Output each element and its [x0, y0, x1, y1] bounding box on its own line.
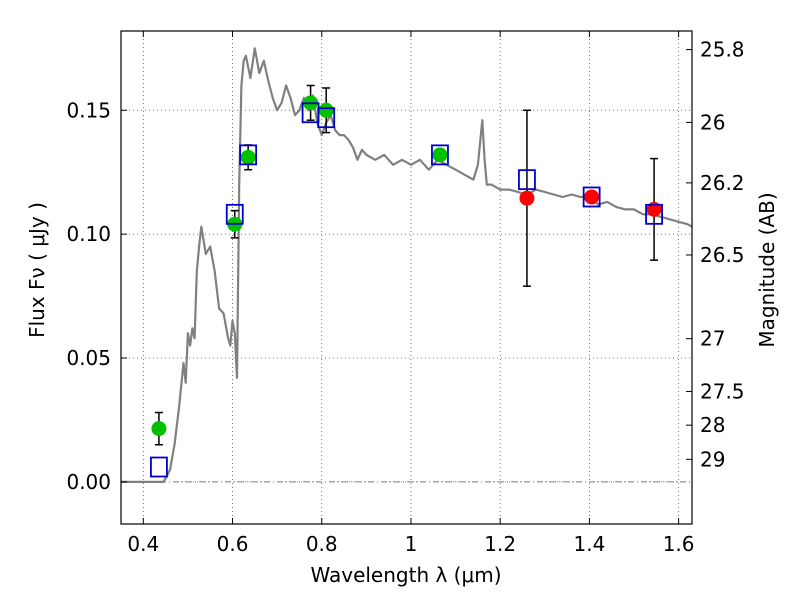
x-tick-label-0: 0.4 [127, 532, 159, 556]
model-flux-square-5 [431, 144, 449, 166]
y-tick-label-1: 0.05 [66, 346, 111, 370]
y-tick-label-0: 0.00 [66, 470, 111, 494]
y2-tick-label-3: 26.5 [700, 243, 745, 267]
x-tick-label-5: 1.4 [573, 532, 605, 556]
plot-frame [120, 30, 693, 525]
axis-ticks [121, 31, 692, 524]
observed-point-1-4 [318, 102, 334, 118]
y2-tick-label-1: 26 [700, 110, 725, 134]
x-tick-label-1: 0.6 [217, 532, 249, 556]
grid-lines [121, 31, 692, 524]
y2-tick-label-6: 28 [700, 413, 725, 437]
model-flux-square-1 [225, 203, 244, 225]
x-tick-label-3: 1 [405, 532, 418, 556]
model-flux-square-7 [582, 186, 601, 208]
model-flux-square-8 [645, 203, 663, 225]
observed-point-2-0 [519, 190, 535, 206]
x-tick-label-4: 1.2 [484, 532, 516, 556]
observed-point-1-2 [240, 149, 256, 165]
y2-tick-label-7: 29 [700, 447, 725, 471]
y-tick-label-3: 0.15 [66, 98, 111, 122]
model-flux-square-0 [150, 456, 168, 478]
observed-point-2-1 [584, 189, 600, 205]
tick-labels: 0.4 0.6 0.8 1 1.2 1.4 1.6 0.00 0.05 0.10 0.15 25.8 2… [66, 38, 744, 556]
y2-tick-label-4: 27 [700, 327, 725, 351]
model-flux-square-2 [239, 144, 258, 166]
model-flux-square-4 [317, 107, 336, 129]
observed-point-1-0 [151, 421, 167, 437]
x-tick-label-2: 0.8 [306, 532, 338, 556]
plot-series [121, 47, 693, 483]
y2-axis-title: Magnitude (AB) [755, 192, 779, 347]
x-axis-title: Wavelength λ (μm) [310, 563, 501, 587]
y2-tick-label-2: 26.2 [700, 171, 745, 195]
y2-tick-label-0: 25.8 [700, 38, 745, 62]
model-flux-square-6 [518, 169, 536, 191]
model-spectrum-line [121, 47, 693, 483]
y-tick-label-2: 0.10 [66, 222, 111, 246]
observed-point-1-5 [432, 147, 448, 163]
y2-tick-label-5: 27.5 [700, 379, 745, 403]
x-tick-label-6: 1.6 [663, 532, 695, 556]
y-axis-title: Flux Fν ( μJy ) [25, 202, 49, 338]
